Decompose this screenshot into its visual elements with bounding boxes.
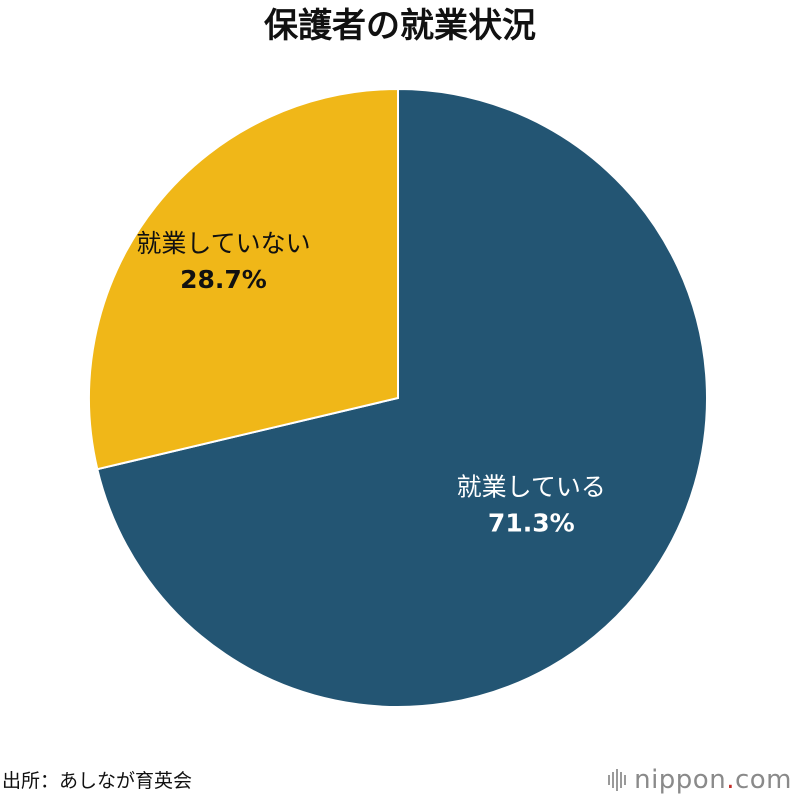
logo-name: nippon [634, 765, 727, 795]
site-logo[interactable]: nippon.com [608, 765, 792, 795]
pie-slice-0 [96, 87, 708, 708]
source-note: 出所：あしなが育英会 [2, 770, 193, 792]
logo-bars-icon [608, 769, 627, 791]
slice-value-1: 28.7% [180, 265, 267, 294]
slice-label-1: 就業していない [136, 229, 310, 258]
pie-slice-1 [88, 87, 399, 471]
logo-text: nippon.com [634, 765, 792, 795]
chart-title: 保護者の就業状況 [264, 6, 536, 46]
logo-dot: . [726, 765, 735, 795]
slice-value-0: 71.3% [488, 508, 575, 537]
slice-label-0: 就業している [457, 472, 606, 501]
logo-tld: com [734, 765, 792, 795]
